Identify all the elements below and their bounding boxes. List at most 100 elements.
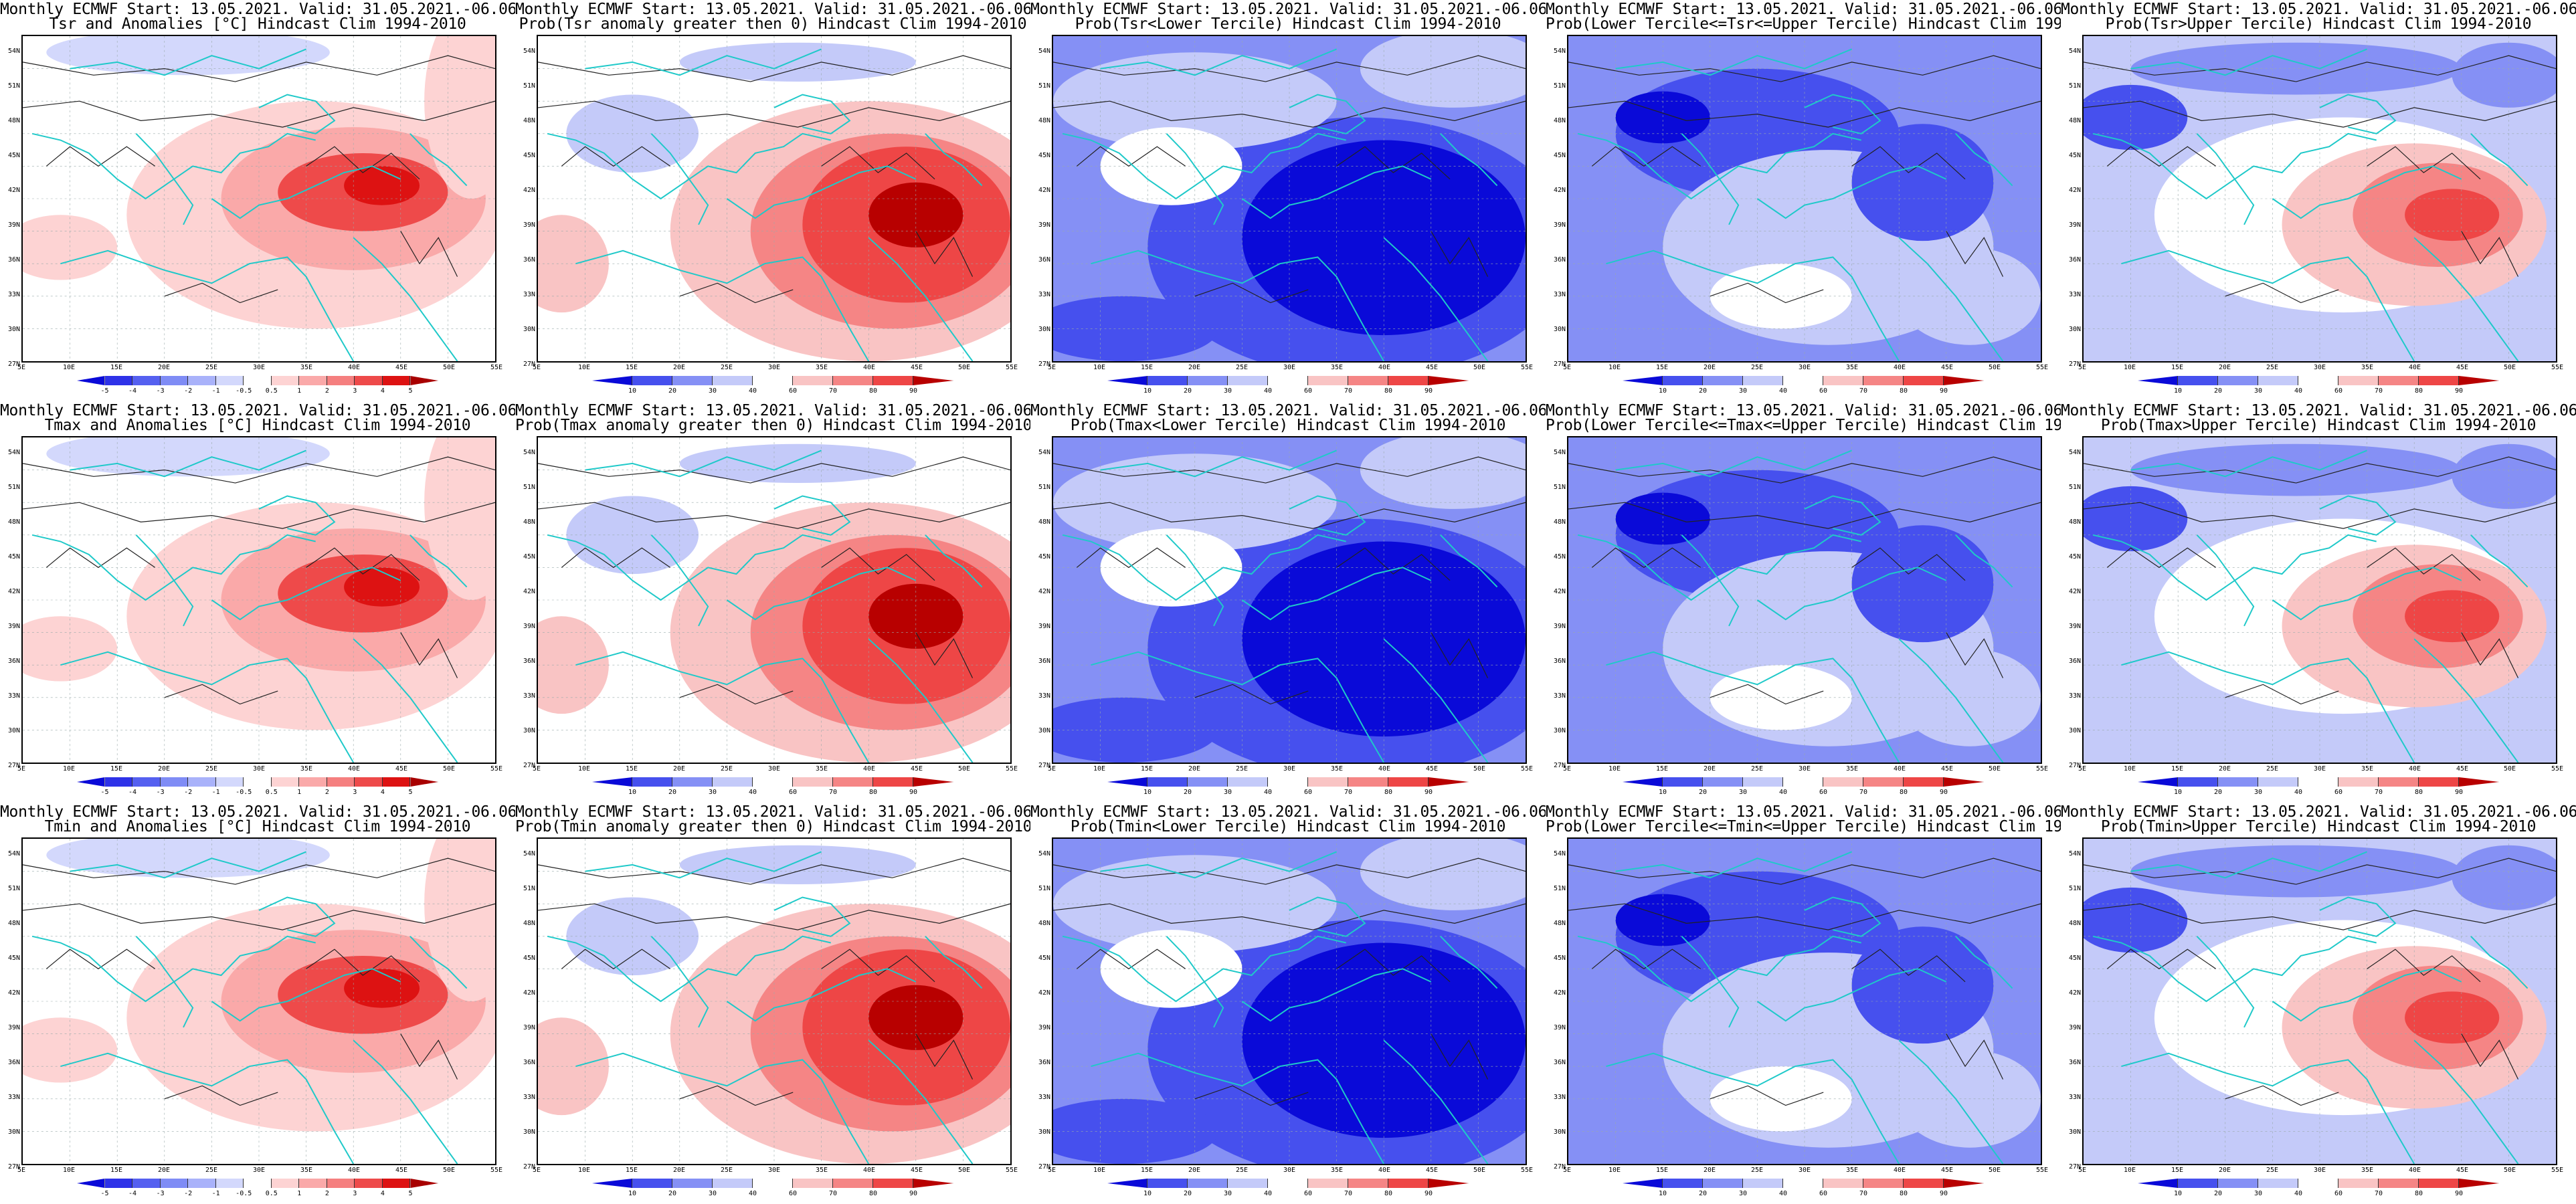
colorbar-label: 20	[668, 1190, 677, 1197]
coastline	[1577, 534, 1861, 601]
lon-tick-label: 40E	[862, 364, 876, 371]
contour-line	[23, 100, 495, 128]
coastline	[1383, 1039, 1489, 1164]
coastline	[1898, 237, 2004, 361]
lon-tick-label: 20E	[1188, 1167, 1201, 1174]
contour-line	[2367, 948, 2481, 983]
contour-line	[1568, 55, 2041, 82]
colorbar-label: 60	[788, 789, 798, 796]
lat-tick-label: 45N	[2068, 553, 2081, 561]
contour-line	[821, 146, 935, 180]
colorbar-segment	[1783, 777, 1823, 787]
lon-tick-label: 10E	[577, 765, 591, 773]
lat-tick-label: 51N	[2068, 885, 2081, 892]
colorbar-label: 5	[408, 387, 413, 395]
colorbar-label: 3	[353, 789, 357, 796]
lat-tick-label: 42N	[1038, 588, 1050, 595]
contour-line	[1053, 55, 1526, 82]
colorbar-segment	[2379, 376, 2419, 385]
colorbar-segment	[1743, 1179, 1783, 1188]
contour-line	[1851, 547, 1966, 581]
lon-tick-label: 5E	[1047, 1167, 1056, 1174]
lat-tick-label: 51N	[7, 484, 20, 491]
lat-tick-label: 48N	[2068, 518, 2081, 526]
colorbar-label: 10	[628, 1190, 637, 1197]
forecast-panel: Monthly ECMWF Start: 13.05.2021. Valid: …	[515, 401, 1030, 803]
colorbar-label: 60	[2334, 789, 2343, 796]
lon-tick-label: 40E	[347, 765, 361, 773]
colorbar-label: 30	[1223, 387, 1232, 395]
colorbar-label: 80	[2414, 387, 2423, 395]
colorbar-segment	[1429, 376, 1469, 385]
lat-tick-label: 42N	[1038, 187, 1050, 194]
lat-tick-label: 48N	[523, 117, 535, 124]
panel-title-line1: Monthly ECMWF Start: 13.05.2021. Valid: …	[515, 402, 1030, 419]
shaded-region	[2084, 84, 2188, 150]
lat-tick-label: 33N	[523, 1094, 535, 1101]
lat-tick-label: 54N	[2068, 47, 2081, 55]
colorbar	[1107, 777, 1469, 787]
map-area	[21, 436, 496, 764]
lon-tick-label: 10E	[2123, 765, 2136, 773]
contour-line	[1591, 948, 1701, 970]
lat-tick-label: 51N	[7, 82, 20, 90]
lon-tick-label: 25E	[1750, 1167, 1764, 1174]
colorbar-label: 30	[1738, 789, 1748, 796]
coastline	[2470, 133, 2528, 187]
colorbar-segment	[1228, 777, 1268, 787]
lon-tick-label: 45E	[395, 364, 408, 371]
lon-tick-label: 50E	[1988, 364, 2001, 371]
lon-tick-label: 55E	[1520, 1167, 1534, 1174]
colorbar-label: 40	[748, 387, 757, 395]
shaded-region	[1851, 926, 1994, 1044]
shaded-region	[679, 845, 916, 885]
lon-tick-label: 55E	[2551, 765, 2564, 773]
colorbar-segment	[2459, 376, 2499, 385]
map-area	[537, 35, 1012, 363]
lat-tick-label: 36N	[1553, 658, 1566, 665]
map-shading	[23, 36, 495, 361]
colorbar-label: 60	[788, 1190, 798, 1197]
colorbar-segment	[1228, 376, 1268, 385]
coastline	[1091, 249, 1385, 361]
coastline	[1577, 935, 1861, 1003]
colorbar-label: 80	[1899, 387, 1908, 395]
coastline	[135, 936, 194, 1028]
coastline	[1100, 449, 1337, 478]
colorbar-label: 30	[1223, 1190, 1232, 1197]
lon-tick-label: 10E	[62, 765, 76, 773]
lat-tick-label: 54N	[2068, 850, 2081, 858]
colorbar-label: -1	[211, 387, 220, 395]
colorbar-label: 80	[868, 1190, 878, 1197]
map-area	[1052, 35, 1527, 363]
colorbar-segment	[1663, 777, 1703, 787]
lon-tick-label: 5E	[17, 765, 26, 773]
colorbar-segment	[215, 376, 244, 385]
colorbar-label: 4	[380, 1190, 385, 1197]
lat-tick-label: 54N	[1038, 47, 1050, 55]
contour-line	[2225, 684, 2339, 705]
shaded-region	[538, 616, 609, 714]
shaded-region	[1053, 454, 1337, 552]
forecast-panel: Monthly ECMWF Start: 13.05.2021. Valid: …	[1030, 401, 1546, 803]
coastline	[547, 132, 831, 200]
forecast-panel: Monthly ECMWF Start: 13.05.2021. Valid: …	[0, 803, 515, 1204]
lon-tick-label: 35E	[300, 1167, 313, 1174]
coastline	[70, 48, 306, 76]
lat-tick-label: 33N	[7, 692, 20, 700]
colorbar-label: 60	[788, 387, 798, 395]
coastline	[868, 638, 974, 763]
contour-line	[561, 547, 671, 569]
lat-tick-label: 48N	[7, 518, 20, 526]
coastline	[1756, 567, 1947, 621]
lat-tick-label: 39N	[1553, 1024, 1566, 1031]
lat-tick-label: 39N	[7, 1024, 20, 1031]
lat-tick-label: 54N	[7, 47, 20, 55]
coastline	[60, 249, 355, 361]
colorbar	[2138, 1179, 2499, 1188]
colorbar-label: 40	[2294, 387, 2303, 395]
colorbar-label: 70	[2374, 387, 2383, 395]
lon-tick-label: 5E	[1047, 364, 1056, 371]
contour-line	[1946, 632, 2004, 678]
contour-line	[1591, 146, 1701, 167]
